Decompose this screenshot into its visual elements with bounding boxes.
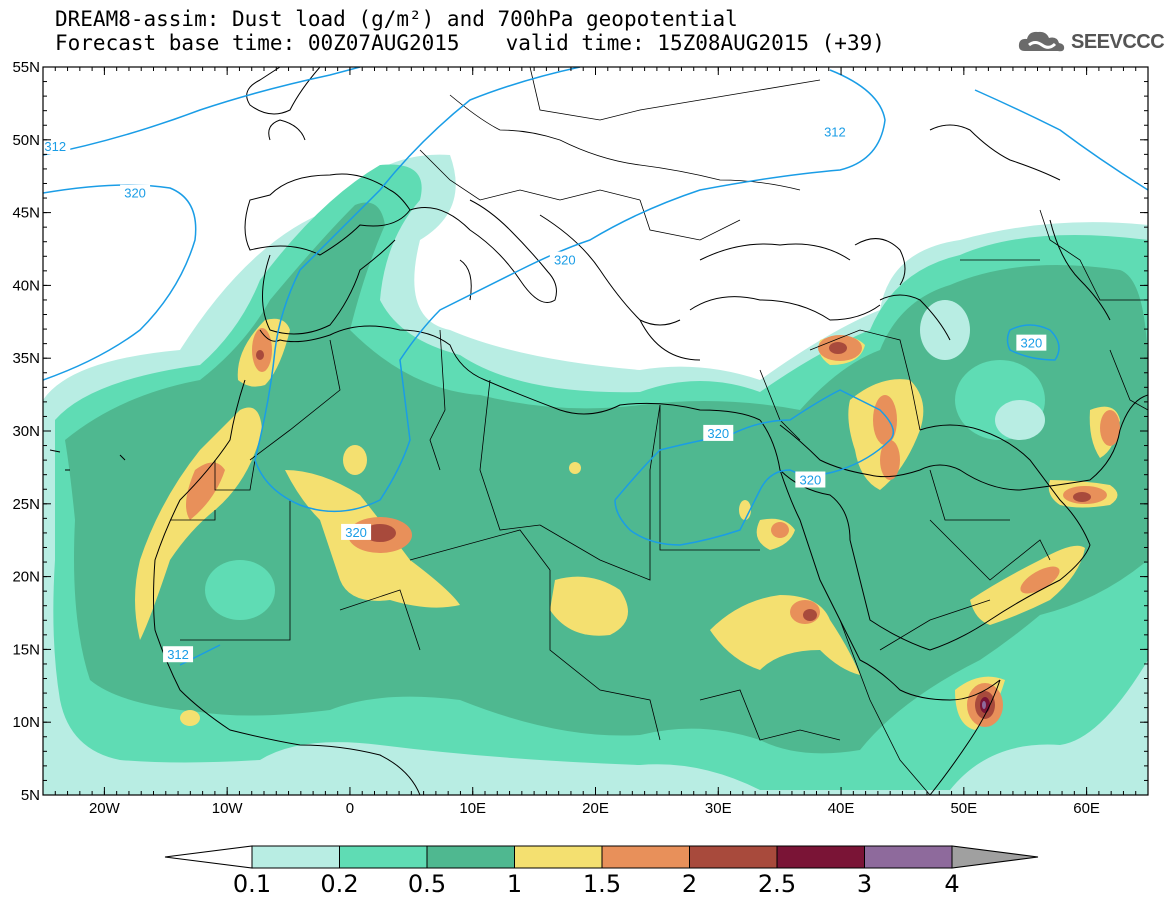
lat-tick-label: 35N	[12, 350, 40, 367]
lon-tick-label: 50E	[950, 800, 977, 817]
contour-label: 320	[549, 251, 580, 268]
country-borders	[170, 67, 1148, 795]
lon-tick-label: 60E	[1073, 800, 1100, 817]
colorbar-swatch	[514, 845, 603, 869]
colorbar-swatch	[426, 845, 515, 869]
dust-patch	[205, 560, 275, 620]
colorbar-swatch	[776, 845, 865, 869]
colorbar-low-arrow	[164, 845, 253, 869]
contour-label: 312	[819, 123, 850, 140]
lat-tick-label: 10N	[12, 714, 40, 731]
contour-label-text: 312	[167, 647, 189, 662]
colorbar-label: 3	[856, 870, 873, 898]
colorbar-label: 2.5	[757, 870, 797, 898]
cloud-icon	[1018, 31, 1065, 52]
contour-312-southwest	[179, 644, 221, 666]
lon-tick-label: 0	[346, 800, 354, 817]
contour-label-text: 320	[345, 525, 367, 540]
dust-patch	[995, 400, 1045, 440]
colorbar-swatch	[601, 845, 690, 869]
valid-time: valid time: 15Z08AUG2015 (+39)	[505, 31, 885, 55]
lon-tick-label: 20W	[89, 800, 121, 817]
lon-tick-label: 10E	[459, 800, 486, 817]
colorbar	[164, 845, 1039, 869]
colorbar-swatch	[251, 845, 340, 869]
lat-tick-label: 20N	[12, 569, 40, 586]
colorbar-label: 4	[944, 870, 960, 898]
dust-band-0.5	[65, 202, 1148, 754]
contour-label: 320	[341, 523, 372, 540]
contour-label-text: 320	[124, 186, 146, 201]
contour-label-bg	[795, 471, 826, 488]
colorbar-label: 0.5	[407, 870, 447, 898]
colorbar-swatch	[864, 845, 953, 869]
seevccc-logo: SEEVCCC	[1017, 29, 1165, 55]
contour-label-bg	[549, 251, 580, 268]
lon-tick-label: 10W	[212, 800, 244, 817]
lat-tick-label: 50N	[12, 132, 40, 149]
contour-label-text: 320	[800, 473, 822, 488]
colorbar-label: 2	[681, 870, 698, 898]
colorbar-swatch	[339, 845, 428, 869]
contour-label-bg	[120, 184, 151, 201]
contour-label: 312	[43, 138, 71, 155]
contour-320-east	[1006, 324, 1060, 361]
lat-tick-label: 25N	[12, 496, 40, 513]
lat-tick-label: 40N	[12, 277, 40, 294]
contour-312-northwest	[43, 67, 361, 156]
colorbar-label: 1.5	[582, 870, 622, 898]
lat-tick-label: 45N	[12, 205, 40, 222]
contour-label-text: 320	[554, 253, 576, 268]
dust-patch	[920, 300, 970, 360]
contour-label-text: 312	[44, 139, 66, 154]
contour-label-text: 320	[1021, 336, 1043, 351]
contour-label-bg	[341, 523, 372, 540]
contour-label-text: 320	[707, 426, 729, 441]
contour-label-text: 312	[824, 125, 846, 140]
contour-label-bg	[43, 138, 71, 155]
lat-tick-label: 30N	[12, 423, 40, 440]
contour-labels: 312 320 320 312 320 320 320 320 312	[43, 123, 1047, 663]
contour-label-bg	[1016, 334, 1047, 351]
contour-label: 320	[703, 424, 734, 441]
contour-312-northeast	[974, 89, 1148, 191]
lat-tick-label: 5N	[21, 787, 40, 804]
contour-label-bg	[819, 123, 850, 140]
logo-text: SEEVCCC	[1071, 30, 1165, 53]
colorbar-high-arrow	[951, 845, 1039, 869]
lon-tick-label: 20E	[582, 800, 609, 817]
axis-ticks: 55N 50N 45N 40N 35N 30N 25N 20N 15N 10N 5N 20W 10W 0 1…	[12, 59, 1149, 817]
dust-band-3	[982, 701, 986, 709]
map-title: DREAM8-assim: Dust load (g/m²) and 700hP…	[55, 7, 738, 31]
colorbar-swatch	[689, 845, 778, 869]
contour-label: 312	[163, 646, 194, 663]
contour-label-bg	[163, 646, 194, 663]
lon-tick-label: 40E	[828, 800, 855, 817]
map-time-info: Forecast base time: 00Z07AUG2015 valid ti…	[55, 32, 885, 54]
base-time: Forecast base time: 00Z07AUG2015	[55, 31, 460, 55]
lat-tick-label: 15N	[12, 641, 40, 658]
colorbar-label: 1	[506, 870, 523, 898]
contour-label: 320	[795, 471, 826, 488]
contour-label: 320	[1016, 334, 1047, 351]
colorbar-label: 0.2	[320, 870, 359, 898]
contour-label: 320	[120, 184, 151, 201]
dust-field: 312 320 320 312 320 320 320 320 312	[43, 67, 1148, 795]
lat-tick-label: 55N	[12, 59, 40, 76]
contour-label-bg	[703, 424, 734, 441]
colorbar-label: 0.1	[232, 870, 272, 898]
contour-320-central	[254, 67, 886, 513]
lon-tick-label: 30E	[705, 800, 732, 817]
